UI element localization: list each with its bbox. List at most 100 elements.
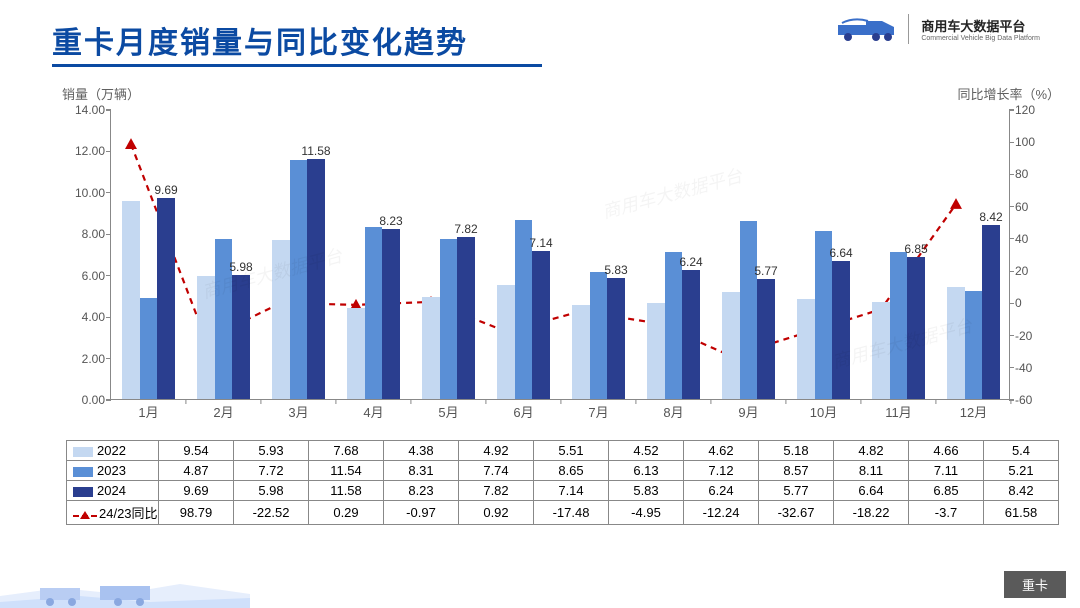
footer-art-icon xyxy=(0,558,250,608)
data-cell: 5.83 xyxy=(609,481,684,501)
x-tick-mark xyxy=(1010,399,1011,404)
x-tick-label: 2月 xyxy=(213,402,233,421)
data-cell: 5.21 xyxy=(984,461,1059,481)
x-tick-label: 11月 xyxy=(885,402,912,421)
y2-tick-label: 120 xyxy=(1015,103,1047,117)
y1-tick-mark xyxy=(106,358,111,359)
legend-cell: 2023 xyxy=(67,461,159,481)
y1-tick-mark xyxy=(106,192,111,193)
data-cell: 4.62 xyxy=(684,441,759,461)
data-cell: -32.67 xyxy=(759,501,834,525)
y1-tick-label: 6.00 xyxy=(61,269,105,283)
y1-tick-label: 14.00 xyxy=(61,103,105,117)
data-cell: 5.4 xyxy=(984,441,1059,461)
bar-2024 xyxy=(232,275,250,399)
data-cell: 8.31 xyxy=(384,461,459,481)
slide-root: 重卡月度销量与同比变化趋势 商用车大数据平台 Commercial Vehicl… xyxy=(0,0,1080,608)
bar-2024 xyxy=(457,237,475,399)
x-tick-mark xyxy=(335,399,336,404)
bar-2022 xyxy=(272,240,290,399)
data-cell: 7.68 xyxy=(309,441,384,461)
legend-label: 24/23同比 xyxy=(99,506,158,521)
footer-badge: 重卡 xyxy=(1004,571,1066,598)
table-row: 20249.695.9811.588.237.827.145.836.245.7… xyxy=(67,481,1059,501)
bar-2024 xyxy=(982,225,1000,399)
table-row: 24/23同比98.79-22.520.29-0.970.92-17.48-4.… xyxy=(67,501,1059,525)
y1-tick-mark xyxy=(106,399,111,400)
ratio-marker xyxy=(950,198,962,209)
y2-tick-label: 20 xyxy=(1015,264,1047,278)
y2-tick-label: 0 xyxy=(1015,296,1047,310)
bar-2023 xyxy=(740,221,758,399)
data-cell: 11.54 xyxy=(309,461,384,481)
x-tick-label: 6月 xyxy=(513,402,533,421)
data-cell: 61.58 xyxy=(984,501,1059,525)
bar-2024 xyxy=(382,229,400,399)
bar-2023 xyxy=(365,227,383,399)
x-tick-mark xyxy=(485,399,486,404)
y1-tick-mark xyxy=(106,109,111,110)
bar-value-label: 8.23 xyxy=(379,214,402,228)
bar-value-label: 7.82 xyxy=(454,222,477,236)
x-tick-label: 4月 xyxy=(363,402,383,421)
x-tick-label: 12月 xyxy=(960,402,987,421)
bar-2024 xyxy=(832,261,850,399)
y2-tick-label: -60 xyxy=(1015,393,1047,407)
data-table: 20229.545.937.684.384.925.514.524.625.18… xyxy=(66,440,1059,525)
y1-tick-mark xyxy=(106,275,111,276)
bar-value-label: 5.98 xyxy=(229,260,252,274)
brand-logo: 商用车大数据平台 Commercial Vehicle Big Data Pla… xyxy=(836,14,1040,44)
bar-value-label: 8.42 xyxy=(979,210,1002,224)
bar-2022 xyxy=(122,201,140,399)
x-tick-mark xyxy=(860,399,861,404)
x-tick-mark xyxy=(560,399,561,404)
bar-2024 xyxy=(307,159,325,399)
x-tick-mark xyxy=(410,399,411,404)
data-cell: 5.93 xyxy=(234,441,309,461)
bar-value-label: 5.77 xyxy=(754,264,777,278)
data-cell: 7.72 xyxy=(234,461,309,481)
y2-axis-title: 同比增长率（%） xyxy=(957,84,1060,103)
data-cell: 4.87 xyxy=(159,461,234,481)
y2-tick-mark xyxy=(1009,367,1014,368)
y2-tick-mark xyxy=(1009,174,1014,175)
data-cell: 8.11 xyxy=(834,461,909,481)
bar-2022 xyxy=(647,303,665,399)
y1-tick-label: 12.00 xyxy=(61,144,105,158)
legend-swatch xyxy=(73,447,93,457)
data-cell: 5.98 xyxy=(234,481,309,501)
title-underline xyxy=(52,64,542,67)
bar-2023 xyxy=(290,160,308,399)
x-tick-label: 8月 xyxy=(663,402,683,421)
data-cell: 7.82 xyxy=(459,481,534,501)
data-cell: 6.13 xyxy=(609,461,684,481)
x-tick-mark xyxy=(935,399,936,404)
bar-value-label: 5.83 xyxy=(604,263,627,277)
legend-cell: 24/23同比 xyxy=(67,501,159,525)
x-tick-mark xyxy=(260,399,261,404)
x-tick-label: 1月 xyxy=(138,402,158,421)
y2-tick-label: -40 xyxy=(1015,361,1047,375)
data-cell: 8.23 xyxy=(384,481,459,501)
bar-2023 xyxy=(665,252,683,399)
bar-2022 xyxy=(347,308,365,399)
y2-tick-label: 40 xyxy=(1015,232,1047,246)
x-tick-mark xyxy=(635,399,636,404)
x-tick-label: 3月 xyxy=(288,402,308,421)
data-cell: 9.69 xyxy=(159,481,234,501)
bar-2024 xyxy=(157,198,175,399)
bar-2023 xyxy=(440,239,458,399)
table-row: 20234.877.7211.548.317.748.656.137.128.5… xyxy=(67,461,1059,481)
data-cell: -3.7 xyxy=(909,501,984,525)
bar-2024 xyxy=(532,251,550,399)
bar-value-label: 6.24 xyxy=(679,255,702,269)
data-cell: 5.51 xyxy=(534,441,609,461)
data-cell: -12.24 xyxy=(684,501,759,525)
page-title: 重卡月度销量与同比变化趋势 xyxy=(52,18,468,62)
y2-tick-label: 100 xyxy=(1015,135,1047,149)
legend-line-swatch xyxy=(73,510,97,520)
data-cell: -0.97 xyxy=(384,501,459,525)
y1-tick-label: 10.00 xyxy=(61,186,105,200)
ratio-marker xyxy=(125,138,137,149)
data-cell: 6.85 xyxy=(909,481,984,501)
